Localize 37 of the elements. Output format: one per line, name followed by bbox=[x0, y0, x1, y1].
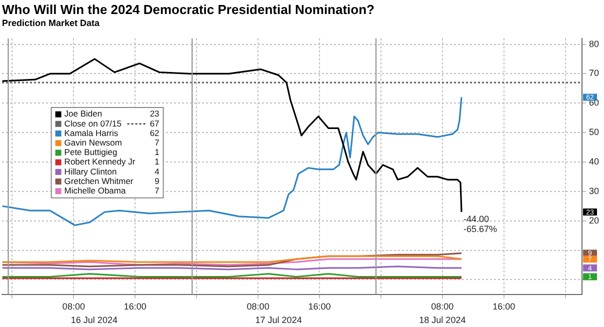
annotation: 7 bbox=[154, 137, 160, 148]
y-tick-label: 40 bbox=[588, 156, 600, 166]
x-tick-label: 16:00 bbox=[492, 301, 516, 312]
annotation: 67 bbox=[150, 118, 160, 128]
legend-label: Kamala Harris bbox=[64, 128, 118, 138]
x-tick-label: 16:00 bbox=[308, 301, 331, 312]
legend-label: Robert Kennedy Jr bbox=[64, 156, 136, 167]
x-tick-label: 08:00 bbox=[431, 301, 454, 312]
y-tick-label: 70 bbox=[588, 68, 600, 78]
y-tick-label: 50 bbox=[588, 127, 600, 138]
chart-subtitle: Prediction Market Data bbox=[2, 18, 100, 28]
annotation: 4 bbox=[154, 166, 160, 176]
annotation: 9 bbox=[154, 176, 160, 186]
legend-label: Gretchen Whitmer bbox=[64, 176, 134, 186]
x-tick-label: 08:00 bbox=[246, 301, 270, 312]
legend-label: Joe Biden bbox=[64, 108, 102, 119]
y-tick-label: 30 bbox=[588, 186, 600, 196]
annotation: 23 bbox=[150, 108, 160, 119]
y-tick-label: 20 bbox=[588, 215, 600, 226]
chart-title: Who Will Win the 2024 Democratic Presidential Nomination? bbox=[2, 2, 374, 17]
x2-tick-label: 17 Jul 2024 bbox=[255, 315, 302, 326]
annotation: 7 bbox=[154, 185, 160, 196]
x2-tick-label: 16 Jul 2024 bbox=[70, 315, 118, 326]
annotation: -65.67% bbox=[464, 224, 498, 234]
annotation: 1 bbox=[154, 147, 160, 158]
legend-label: Close on 07/15 bbox=[64, 118, 122, 128]
annotation: 62 bbox=[150, 128, 160, 138]
x-tick-label: 16:00 bbox=[124, 301, 146, 312]
legend-label: Gavin Newsom bbox=[64, 137, 122, 148]
x-tick-label: 08:00 bbox=[62, 301, 85, 312]
legend-label: Pete Buttigieg bbox=[64, 147, 118, 158]
legend-label: Hillary Clinton bbox=[64, 166, 118, 176]
legend-label: Michelle Obama bbox=[64, 185, 126, 196]
annotation: -44.00 bbox=[464, 214, 490, 224]
x2-tick-label: 18 Jul 2024 bbox=[419, 315, 466, 326]
annotation: 1 bbox=[154, 156, 160, 167]
y-tick-label: 80 bbox=[588, 38, 600, 49]
